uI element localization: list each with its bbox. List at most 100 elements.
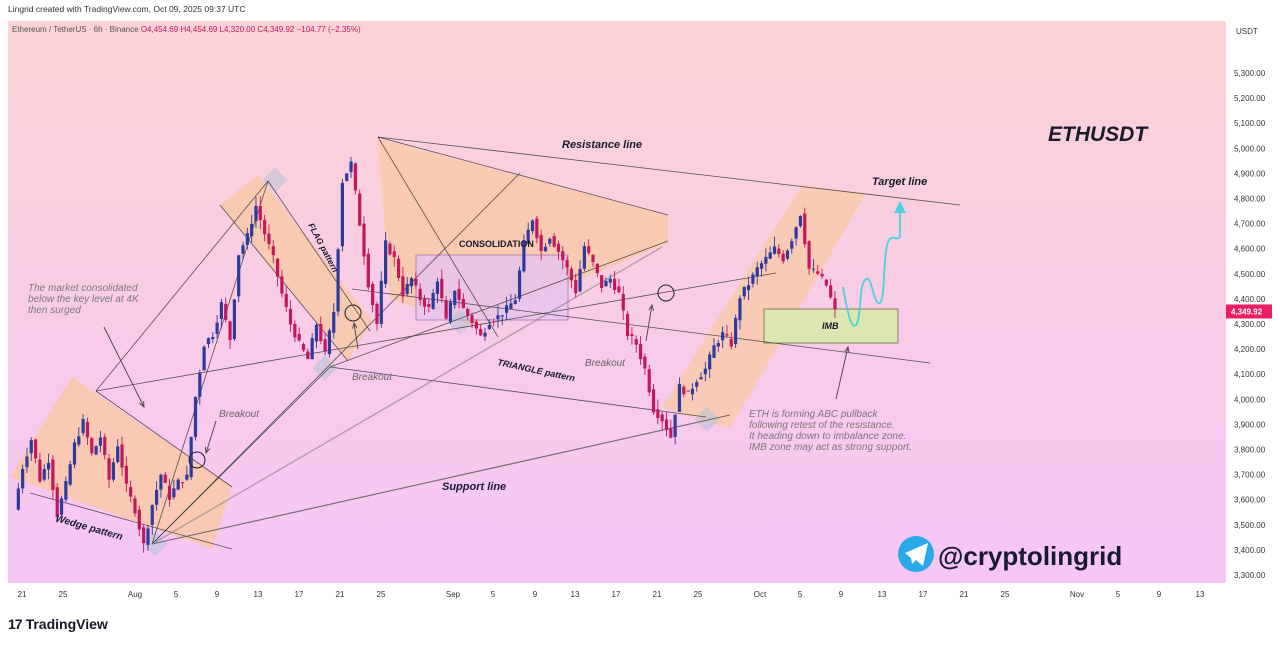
candle-body [492,321,496,323]
candle-body [116,446,120,463]
candle-body [81,418,85,434]
candle-body [517,270,522,299]
price-tick-label: 4,900.00 [1234,169,1266,178]
candle-body [759,263,764,269]
breakout-label-3: Breakout [585,358,626,369]
flag-line-2 [219,204,349,362]
candle-body [228,321,232,341]
candle-body [582,246,586,269]
candle-body [405,284,409,294]
candle-body [271,246,275,256]
candle-body [798,215,803,227]
time-tick-label: 21 [18,590,27,599]
candle-body [690,388,695,395]
candle-body [353,163,357,191]
candle-body [167,485,172,500]
candle-body [651,389,656,413]
candle-body [656,409,660,419]
price-tick-label: 4,300.00 [1234,320,1266,329]
time-tick-label: 5 [1116,590,1121,599]
pattern-zones [10,139,899,557]
eth-note-arrow-head [844,345,850,353]
candle-body [215,322,219,335]
candle-body [42,469,46,480]
time-tick-label: 17 [919,590,928,599]
candle-body [725,334,729,336]
time-tick-label: 25 [59,590,68,599]
candle-body [466,308,470,316]
candle-body [751,274,755,284]
price-tick-label: 4,400.00 [1234,295,1266,304]
candle-body [250,223,254,237]
symbol-info: Ethereum / TetherUS · 6h · Binance O4,45… [12,25,361,34]
time-tick-label: 17 [612,590,621,599]
time-tick-label: 13 [254,590,263,599]
breakout1-arrow [205,420,217,454]
candle-body [569,268,574,281]
candle-body [241,245,245,254]
wedge-upper-line-2 [95,390,233,488]
price-chart[interactable]: Resistance line Target line Support line CO… [0,17,1280,605]
candle-body [111,462,115,480]
candle-body [323,339,327,352]
breakout-circle [657,284,675,302]
eth-note-line: ETH is forming ABC pullback [749,409,879,420]
candle-body [479,329,483,336]
candle-body [137,509,141,530]
breakout3-arrow-head [648,303,654,311]
candle-body [543,246,548,252]
time-tick-label: 9 [1157,590,1162,599]
triangle-upper-line [377,136,669,216]
candle-body [120,444,124,468]
time-axis-background [8,583,1226,603]
candle-body [591,254,595,263]
candle-body [565,259,569,268]
candle-body [686,390,690,392]
candle-body [232,299,236,340]
support-line-shadow [151,419,709,545]
breakout2-arrow [353,322,359,350]
candle-body [742,286,746,297]
candle-body [288,308,293,325]
candle-body [159,474,163,490]
candle-body [379,280,383,324]
price-tick-label: 3,900.00 [1234,420,1266,429]
candle-body [293,324,297,338]
currency-label: USDT [1236,27,1258,36]
time-tick-label: Oct [754,590,767,599]
candle-body [435,281,440,294]
time-tick-label: 5 [491,590,496,599]
resistance-line-label: Resistance line [562,139,642,151]
candle-body [643,356,647,369]
candle-body [764,256,768,264]
candle-body [561,251,565,261]
candle-body [154,489,159,505]
candle-body [833,298,837,310]
candle-body [682,386,686,395]
candle-body [768,252,772,259]
candle-body [85,421,90,438]
eth-note-line: following retest of the resistance. [749,420,895,431]
candle-body [94,446,98,455]
price-tick-label: 4,500.00 [1234,270,1266,279]
candle-body [150,505,154,525]
price-tick-label: 3,600.00 [1234,496,1266,505]
candle-body [448,302,453,322]
candle-body [146,528,150,545]
candle-body [673,414,677,437]
candle-body [189,436,193,478]
time-axis[interactable]: 21 25 Aug 5 9 13 17 21 25 Sep 5 9 13 17 21 25 Oct 5 9 13 17 2… [18,590,1205,599]
candles [16,156,837,553]
candle-body [746,285,751,291]
fan-line-shadow [151,246,663,545]
target-line-label: Target line [872,176,927,188]
candle-body [51,459,55,491]
price-axis[interactable]: 5,300.00 5,200.00 5,100.00 5,000.00 4,900.00… [1226,69,1272,580]
candle-body [647,369,651,393]
price-tick-label: 3,500.00 [1234,521,1266,530]
candle-body [284,293,288,308]
time-tick-label: 9 [533,590,538,599]
candle-body [703,368,707,375]
candle-body [574,280,578,294]
eth-note-arrow [835,346,849,400]
